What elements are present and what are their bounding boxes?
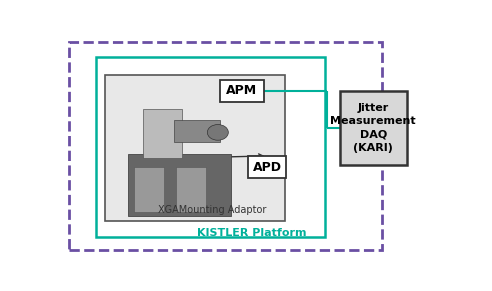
Bar — [174, 120, 220, 143]
Ellipse shape — [207, 125, 228, 140]
Text: APM: APM — [226, 84, 257, 97]
Bar — [340, 91, 406, 165]
Bar — [96, 57, 325, 237]
Bar — [134, 167, 164, 212]
Bar — [248, 156, 286, 178]
Bar — [144, 109, 182, 158]
Text: XGAMounting Adaptor: XGAMounting Adaptor — [158, 205, 266, 215]
Text: APD: APD — [253, 161, 282, 174]
Bar — [220, 80, 264, 102]
Bar — [128, 154, 231, 217]
Bar — [176, 167, 207, 212]
Text: Jitter
Measurement
DAQ
(KARI): Jitter Measurement DAQ (KARI) — [331, 103, 416, 153]
Text: KISTLER Platform: KISTLER Platform — [197, 228, 307, 238]
Bar — [69, 42, 382, 250]
Bar — [105, 75, 284, 221]
